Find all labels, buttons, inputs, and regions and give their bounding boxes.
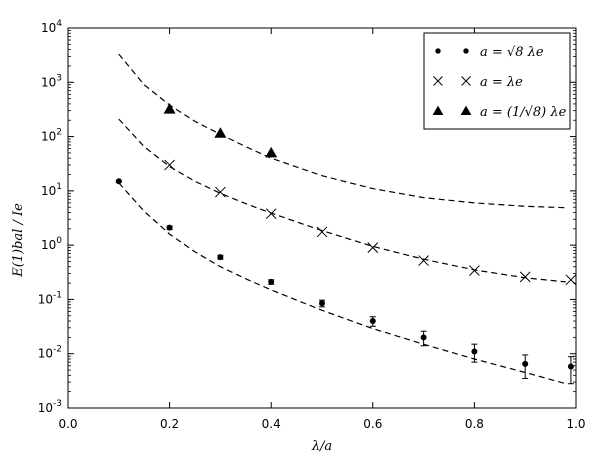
data-point-circle bbox=[268, 278, 275, 285]
plot-area bbox=[115, 53, 577, 385]
data-point-x bbox=[418, 255, 429, 266]
data-point-x-stroke bbox=[433, 76, 443, 86]
data-point-circle bbox=[319, 300, 325, 307]
data-point-x bbox=[469, 265, 480, 276]
x-tick-label: 0.8 bbox=[465, 417, 484, 431]
data-point-x bbox=[519, 271, 531, 283]
legend-label: a = λe bbox=[480, 75, 523, 90]
data-point-x-stroke bbox=[164, 159, 175, 171]
data-point-x bbox=[461, 76, 471, 86]
data-point-x-stroke bbox=[316, 226, 328, 238]
data-point-x bbox=[265, 208, 277, 220]
data-point-triangle bbox=[460, 105, 472, 116]
y-axis-label-text: E(1)bal / Ie bbox=[11, 203, 26, 278]
data-point-x-stroke bbox=[215, 186, 226, 198]
data-point-circle bbox=[115, 178, 122, 185]
y-tick-label: 104 bbox=[41, 19, 62, 35]
legend-label: a = (1/√8) λe bbox=[480, 105, 567, 120]
data-point-circle bbox=[166, 224, 173, 231]
axis-ticks: 0.0 0.2 0.4 0.6 0.8 1.0 10-3 10-2 10-1 100 101 102 1… bbox=[38, 19, 586, 431]
data-point-x bbox=[433, 76, 443, 86]
y-tick-label: 103 bbox=[41, 73, 62, 89]
data-point-circle bbox=[522, 360, 529, 367]
y-tick-label: 10-1 bbox=[38, 290, 62, 306]
x-axis-label: λ/a bbox=[311, 439, 332, 454]
y-tick-label: 10-2 bbox=[38, 345, 62, 361]
x-tick-label: 1.0 bbox=[566, 417, 585, 431]
y-tick-label: 102 bbox=[41, 128, 62, 144]
legend-entry: a = √8 λe bbox=[435, 45, 544, 60]
legend-label: a = √8 λe bbox=[480, 45, 544, 60]
data-point-x-stroke bbox=[418, 255, 429, 266]
data-point-circle bbox=[420, 334, 427, 341]
data-point-circle bbox=[435, 48, 441, 54]
y-tick-label: 10-3 bbox=[38, 399, 62, 415]
data-point-triangle bbox=[214, 127, 227, 138]
x-tick-label: 0.0 bbox=[58, 417, 77, 431]
data-point-x-stroke bbox=[367, 242, 379, 253]
data-point-triangle bbox=[265, 146, 278, 158]
legend-entry: a = λe bbox=[433, 75, 523, 90]
data-point-x bbox=[316, 226, 328, 238]
axes-frame bbox=[67, 27, 577, 409]
data-point-circle bbox=[471, 348, 478, 355]
y-axis-label: E(1)bal / Ie bbox=[11, 203, 26, 278]
data-point-x bbox=[164, 159, 175, 171]
y-tick-label: 101 bbox=[41, 182, 62, 198]
data-point-x-stroke bbox=[565, 274, 577, 286]
legend: a = √8 λe a = λe a = (1/√8) λe bbox=[423, 32, 571, 130]
data-point-circle bbox=[567, 363, 574, 370]
data-point-triangle bbox=[163, 103, 176, 114]
data-point-circle bbox=[217, 254, 224, 261]
data-point-x bbox=[367, 242, 379, 253]
x-tick-label: 0.4 bbox=[262, 417, 281, 431]
data-point-circle bbox=[369, 318, 376, 325]
x-tick-label: 0.2 bbox=[160, 417, 179, 431]
x-tick-label: 0.6 bbox=[363, 417, 382, 431]
data-point-x-stroke bbox=[265, 208, 277, 220]
data-point-x bbox=[215, 186, 226, 198]
y-tick-label: 100 bbox=[41, 236, 62, 252]
data-point-triangle bbox=[432, 105, 444, 116]
data-point-x-stroke bbox=[519, 271, 531, 283]
data-point-circle bbox=[463, 48, 469, 54]
legend-entry: a = (1/√8) λe bbox=[432, 105, 567, 120]
legend-box bbox=[423, 32, 571, 130]
data-point-x-stroke bbox=[469, 265, 480, 276]
data-point-x-stroke bbox=[461, 76, 471, 86]
